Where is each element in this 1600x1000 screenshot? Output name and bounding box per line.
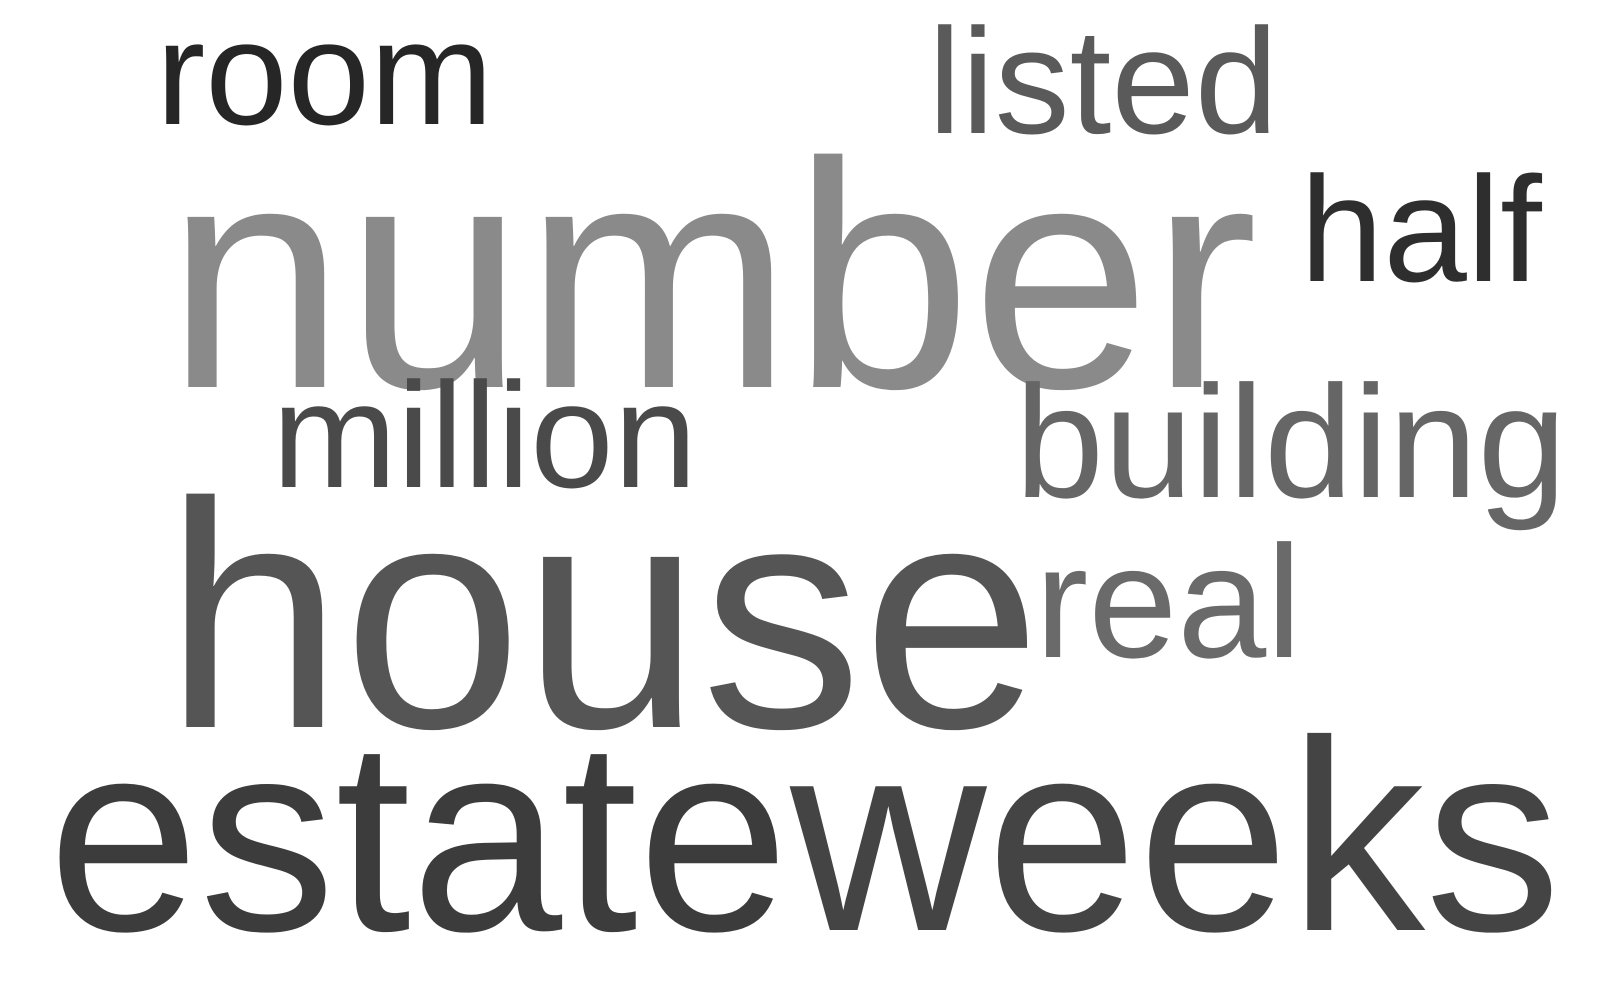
word-listed: listed <box>928 0 1279 165</box>
word-building: building <box>1015 352 1567 531</box>
word-real: real <box>1035 512 1302 691</box>
word-room: room <box>156 0 494 156</box>
word-half: half <box>1300 145 1542 313</box>
word-house: house <box>164 437 1042 796</box>
word-million: million <box>272 351 698 519</box>
word-estate: estate <box>48 684 789 988</box>
word-weeks: weeks <box>790 684 1561 988</box>
word-number: number <box>166 97 1258 456</box>
